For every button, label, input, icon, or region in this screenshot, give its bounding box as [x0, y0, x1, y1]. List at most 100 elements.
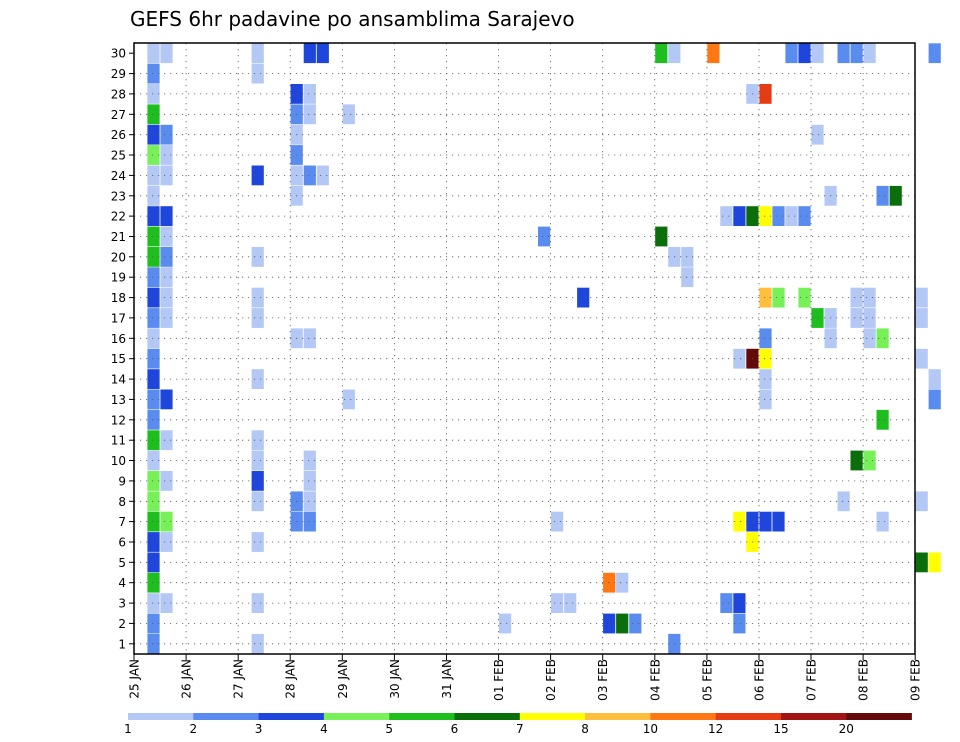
- heatmap-cell: [681, 267, 694, 288]
- colorbar-label: 5: [385, 722, 393, 736]
- colorbar-swatch: [650, 713, 716, 720]
- heatmap-cell: [889, 185, 902, 206]
- heatmap-cell: [798, 206, 811, 226]
- colorbar-swatch: [258, 713, 325, 720]
- x-tick-label: 30 JAN: [388, 659, 402, 699]
- heatmap-cell: [759, 348, 772, 369]
- heatmap-cell: [733, 593, 746, 613]
- heatmap-cell: [681, 247, 694, 267]
- y-tick-label: 26: [111, 128, 126, 142]
- x-tick-label: 05 FEB: [700, 659, 714, 701]
- heatmap-cell: [160, 206, 173, 226]
- heatmap-cell: [160, 308, 173, 328]
- heatmap-cell: [147, 409, 160, 430]
- heatmap-cell: [147, 430, 160, 451]
- heatmap-cell: [759, 287, 772, 308]
- heatmap-cell: [147, 247, 160, 267]
- y-tick-label: 1: [118, 637, 126, 651]
- colorbar-label: 2: [189, 722, 197, 736]
- heatmap-cell: [303, 511, 316, 532]
- heatmap-cell: [863, 43, 876, 64]
- colorbar-swatch: [128, 713, 194, 720]
- heatmap-cell: [147, 613, 160, 634]
- colorbar-swatch: [454, 713, 521, 720]
- heatmap-cell: [342, 389, 355, 410]
- x-axis-ticks: 25 JAN 26 JAN 27 JAN 28 JAN 29 JAN 30 JAN 31 J…: [128, 654, 923, 701]
- heatmap-cell: [811, 124, 824, 145]
- heatmap-cell: [303, 43, 316, 64]
- colorbar-legend: 1 2 3 4 5 6 7 8 10 12 15 20: [124, 713, 912, 736]
- heatmap-cell: [303, 104, 316, 125]
- heatmap-cell: [499, 613, 512, 634]
- heatmap-cell: [316, 43, 329, 64]
- heatmap-cell: [251, 450, 264, 471]
- y-tick-label: 22: [111, 210, 126, 224]
- heatmap-cell: [629, 613, 642, 634]
- x-tick-label: 08 FEB: [857, 659, 871, 701]
- heatmap-cell: [251, 43, 264, 64]
- x-tick-label: 06 FEB: [753, 659, 767, 701]
- heatmap-cell: [720, 593, 733, 613]
- heatmap-cell: [577, 287, 590, 308]
- y-tick-label: 3: [118, 597, 126, 611]
- heatmap-cell: [564, 593, 577, 613]
- heatmap-cell: [863, 287, 876, 308]
- heatmap-cell: [147, 491, 160, 512]
- heatmap-cell: [303, 471, 316, 491]
- heatmap-cell: [876, 185, 889, 206]
- heatmap-cell: [160, 226, 173, 247]
- colorbar-swatch: [715, 713, 782, 720]
- colorbar-label: 7: [516, 722, 524, 736]
- heatmap-cell: [147, 633, 160, 654]
- chart-title: GEFS 6hr padavine po ansamblima Sarajevo: [130, 7, 575, 31]
- heatmap-cell: [342, 104, 355, 125]
- colorbar-swatch: [519, 713, 586, 720]
- heatmap-cell: [147, 593, 160, 613]
- heatmap-cell: [811, 308, 824, 328]
- colorbar-label: 10: [643, 722, 658, 736]
- heatmap-cell: [251, 308, 264, 328]
- heatmap-cell: [147, 267, 160, 288]
- x-tick-label: 03 FEB: [596, 659, 610, 701]
- x-tick-label: 04 FEB: [648, 659, 662, 701]
- heatmap-cell: [863, 450, 876, 471]
- heatmap-cell: [147, 511, 160, 532]
- colorbar-swatch: [323, 713, 390, 720]
- heatmap-cell: [303, 328, 316, 349]
- heatmap-cell: [733, 613, 746, 634]
- heatmap-cell: [733, 511, 746, 532]
- y-tick-label: 30: [111, 47, 126, 61]
- y-tick-label: 25: [111, 149, 126, 163]
- heatmap-cell: [876, 328, 889, 349]
- heatmap-cell: [915, 287, 928, 308]
- heatmap-cell: [160, 124, 173, 145]
- heatmap-cell: [147, 287, 160, 308]
- heatmap-cell: [850, 43, 863, 64]
- colorbar-label: 4: [320, 722, 328, 736]
- heatmap-cell: [707, 43, 720, 64]
- x-tick-label: 25 JAN: [128, 659, 142, 699]
- y-tick-label: 23: [111, 189, 126, 203]
- heatmap-cell: [160, 430, 173, 451]
- heatmap-cell: [147, 104, 160, 125]
- heatmap-cell: [759, 328, 772, 349]
- x-tick-label: 27 JAN: [232, 659, 246, 699]
- heatmap-cell: [251, 287, 264, 308]
- heatmap-cell: [811, 43, 824, 64]
- heatmap-cell: [160, 247, 173, 267]
- heatmap-cells: [147, 43, 941, 654]
- heatmap-cell: [928, 369, 941, 389]
- heatmap-cell: [876, 511, 889, 532]
- colorbar-swatch: [846, 713, 912, 720]
- heatmap-cell: [915, 348, 928, 369]
- colorbar-label: 20: [839, 722, 854, 736]
- y-tick-label: 4: [118, 576, 126, 590]
- heatmap-cell: [551, 593, 564, 613]
- heatmap-cell: [147, 308, 160, 328]
- colorbar-label: 8: [581, 722, 589, 736]
- colorbar-swatch: [193, 713, 259, 720]
- heatmap-cell: [837, 491, 850, 512]
- heatmap-cell: [785, 206, 798, 226]
- heatmap-cell: [850, 308, 863, 328]
- y-tick-label: 20: [111, 250, 126, 264]
